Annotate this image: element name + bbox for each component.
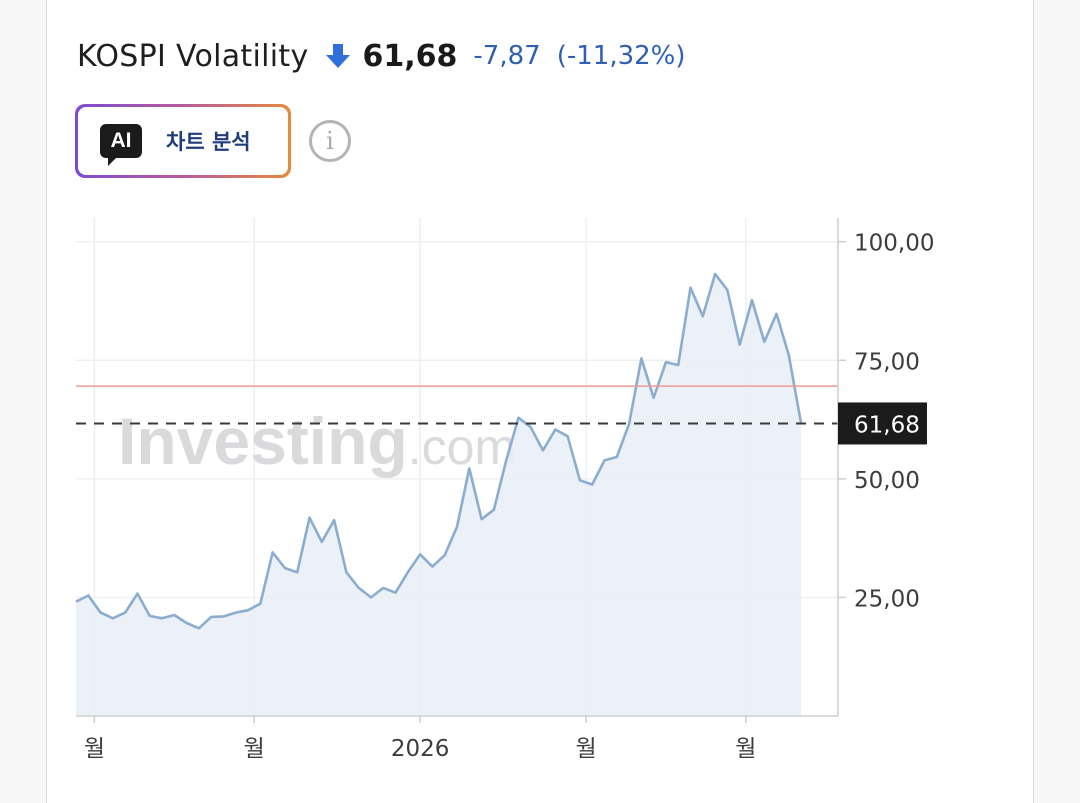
y-tick-label: 25,00 bbox=[854, 586, 920, 612]
x-tick-label: 월 bbox=[575, 736, 596, 762]
x-tick-label: 월 bbox=[84, 736, 105, 762]
instrument-title: KOSPI Volatility bbox=[77, 38, 309, 74]
price-change-percent: (-11,32%) bbox=[556, 41, 686, 71]
down-arrow-icon bbox=[325, 44, 350, 68]
quote-header: KOSPI Volatility 61,68 -7,87 (-11,32%) bbox=[77, 36, 686, 76]
y-tick-label: 75,00 bbox=[854, 349, 920, 375]
series-area bbox=[76, 274, 802, 716]
ai-chart-analysis-button[interactable]: AI 차트 분석 bbox=[75, 104, 291, 178]
y-tick-label: 50,00 bbox=[854, 468, 920, 494]
x-tick-label: 2026 bbox=[391, 736, 450, 762]
ai-icon: AI bbox=[100, 124, 142, 166]
info-icon[interactable]: i bbox=[309, 120, 351, 162]
x-tick-label: 월 bbox=[244, 736, 265, 762]
current-price-label-bg bbox=[838, 402, 927, 445]
watermark: Investing.com bbox=[118, 404, 516, 478]
current-price-label: 61,68 bbox=[854, 412, 920, 438]
ai-button-label: 차트 분석 bbox=[166, 130, 251, 154]
x-tick-label: 월 bbox=[735, 736, 756, 762]
series-line bbox=[75, 272, 803, 630]
last-price: 61,68 bbox=[362, 38, 458, 74]
price-change: -7,87 bbox=[473, 41, 541, 71]
y-tick-label: 100,00 bbox=[854, 231, 934, 257]
